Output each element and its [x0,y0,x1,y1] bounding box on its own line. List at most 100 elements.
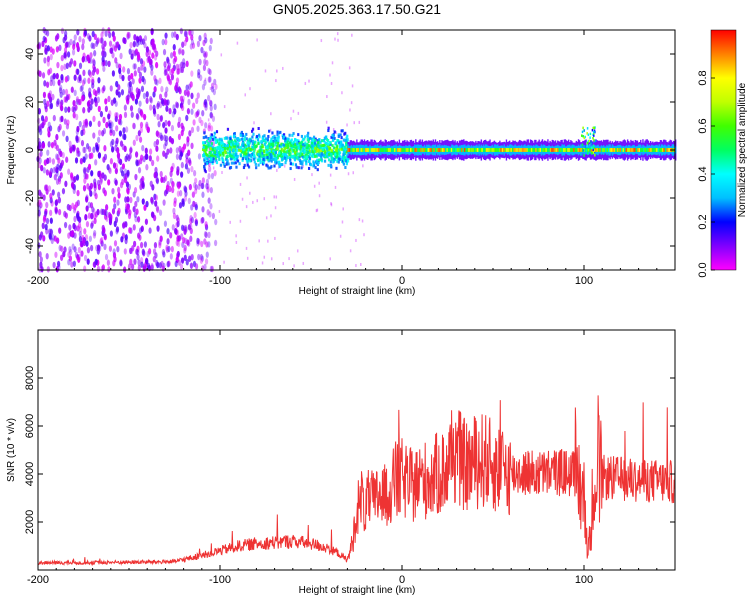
heatmap-cell [141,38,145,45]
heatmap-cell [270,159,273,163]
heatmap-cell [304,135,307,139]
heatmap-cell [150,264,154,271]
heatmap-cell [494,148,497,152]
heatmap-cell [261,136,264,140]
heatmap-cell [72,187,76,195]
heatmap-cell [355,238,357,242]
heatmap-cell [319,154,323,158]
heatmap-cell [182,58,186,65]
heatmap-cell [281,148,284,152]
heatmap-cell [306,144,310,148]
heatmap-cell [56,260,61,268]
heatmap-cell [324,141,327,145]
heatmap-cell [109,47,113,54]
heatmap-cell [115,125,119,132]
heatmap-cell [183,185,187,192]
heatmap-cell [89,103,93,111]
heatmap-cell [42,235,46,242]
heatmap-cell [56,237,60,244]
heatmap-cell [44,47,48,55]
heatmap-cell [97,183,101,191]
heatmap-cell [271,131,274,135]
heatmap-cell [241,158,244,162]
heatmap-cell [165,135,169,142]
heatmap-cell [366,148,368,152]
heatmap-cell [174,84,178,92]
heatmap-cell [582,135,585,138]
heatmap-cell [62,36,66,44]
heatmap-cell [208,137,212,141]
heatmap-cell [130,111,134,118]
heatmap-cell [202,141,205,145]
heatmap-cell [203,164,206,168]
heatmap-cell [207,118,210,122]
heatmap-cell [203,166,206,170]
heatmap-cell [303,151,306,155]
heatmap-cell [180,224,185,231]
heatmap-cell [45,188,49,195]
heatmap-cell [79,226,83,233]
heatmap-cell [345,136,348,140]
heatmap-cell [154,200,158,207]
heatmap-cell [207,124,211,132]
heatmap-cell [587,148,590,152]
heatmap-cell [469,148,472,152]
heatmap-cell [267,239,269,243]
heatmap-cell [51,189,55,196]
heatmap-cell [300,134,304,138]
heatmap-cell [599,148,601,152]
heatmap-cell [237,138,240,142]
heatmap-cell [204,122,208,129]
heatmap-cell [395,148,398,152]
heatmap-cell [158,262,162,269]
heatmap-cell [246,176,248,180]
heatmap-cell [293,177,296,181]
heatmap-cell [170,124,175,132]
heatmap-cell [266,156,269,160]
heatmap-cell [100,265,104,272]
heatmap-cell [359,148,361,152]
heatmap-cell [279,150,283,154]
heatmap-cell [129,258,133,265]
heatmap-cell [355,264,357,268]
heatmap-cell [305,155,309,159]
heatmap-cell [249,191,251,195]
heatmap-cell [78,62,83,70]
heatmap-cell [334,37,336,41]
heatmap-cell [94,192,98,200]
heatmap-cell [176,169,180,176]
heatmap-cell [60,159,65,167]
heatmap-cell [201,148,205,152]
heatmap-cell [291,162,294,166]
heatmap-cell [113,240,118,247]
heatmap-cell [145,200,149,208]
heatmap-cell [135,113,139,120]
heatmap-cell [297,133,300,137]
heatmap-cell [172,207,176,215]
heatmap-cell [338,151,342,155]
heatmap-cell [204,141,207,145]
heatmap-cell [213,154,216,158]
heatmap-cell [91,58,96,65]
heatmap-cell [296,155,299,159]
heatmap-cell [55,72,59,80]
heatmap-cell [153,75,157,82]
heatmap-cell [613,148,616,152]
heatmap-cell [129,146,133,153]
heatmap-cell [329,164,332,168]
heatmap-cell [91,206,95,213]
heatmap-cell [331,138,335,142]
heatmap-cell [506,148,508,152]
heatmap-cell [143,241,147,248]
heatmap-cell [194,203,198,211]
heatmap-cell [114,144,118,152]
heatmap-cell [622,148,625,152]
heatmap-cell [123,248,127,255]
heatmap-cell [348,66,351,70]
heatmap-cell [256,159,260,163]
heatmap-cell [169,253,173,260]
heatmap-cell [75,135,79,142]
heatmap-cell [122,37,126,44]
heatmap-cell [226,127,230,131]
heatmap-cell [274,236,276,240]
